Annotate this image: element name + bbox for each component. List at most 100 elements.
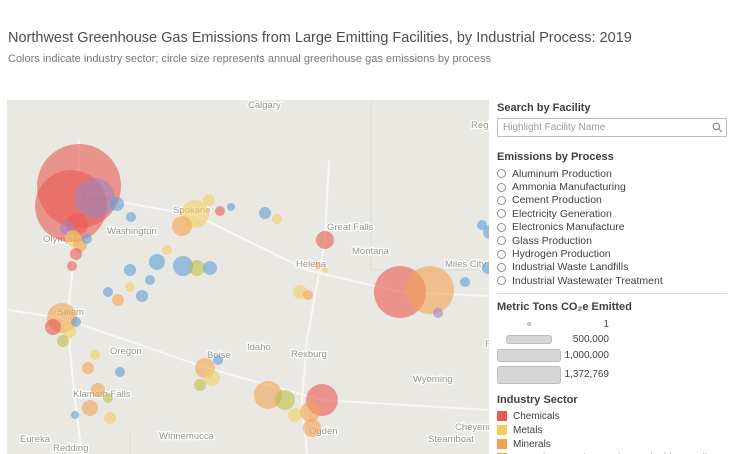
emission-bubble[interactable]	[460, 277, 470, 287]
emission-bubble[interactable]	[213, 355, 223, 365]
sector-legend-header: Industry Sector	[497, 393, 578, 406]
emission-bubble[interactable]	[112, 294, 124, 306]
sector-legend-label: Chemicals	[513, 410, 560, 422]
emission-bubble[interactable]	[433, 308, 443, 318]
emission-bubble[interactable]	[45, 319, 61, 335]
emission-bubble[interactable]	[303, 290, 313, 300]
emission-bubble[interactable]	[406, 266, 454, 314]
emission-bubble[interactable]	[103, 393, 113, 403]
size-legend: 1 500,000 1,000,000 1,372,769	[497, 319, 727, 384]
map-label: Oregon	[110, 346, 142, 357]
emission-bubble[interactable]	[162, 245, 172, 255]
emission-bubble[interactable]	[316, 231, 334, 249]
radio-icon	[497, 169, 506, 179]
size-legend-row: 1	[497, 319, 727, 330]
emission-bubble[interactable]	[126, 212, 136, 222]
emission-bubble[interactable]	[115, 367, 125, 377]
emission-bubble[interactable]	[136, 290, 148, 302]
sector-legend-item-metals[interactable]: Metals	[497, 425, 727, 436]
size-legend-value: 1,000,000	[564, 349, 610, 361]
emission-bubble[interactable]	[477, 220, 487, 230]
emission-bubble[interactable]	[91, 383, 105, 397]
emission-bubble[interactable]	[71, 411, 79, 419]
emission-bubble[interactable]	[104, 412, 116, 424]
map-label: Redding	[53, 443, 88, 454]
map-label: Eureka	[20, 434, 51, 445]
process-option-aluminum-production[interactable]: Aluminum Production	[497, 167, 727, 180]
emission-bubble[interactable]	[125, 282, 135, 292]
size-legend-shape	[527, 322, 531, 327]
map-label: Wyoming	[413, 374, 453, 385]
map-label: Washington	[107, 226, 157, 237]
emission-bubble[interactable]	[82, 400, 98, 416]
process-option-industrial-wastewater-treatment[interactable]: Industrial Wastewater Treatment	[497, 274, 727, 287]
size-legend-header: Metric Tons CO₂e Emitted	[497, 300, 632, 313]
process-option-glass-production[interactable]: Glass Production	[497, 234, 727, 247]
emission-bubble[interactable]	[149, 254, 165, 270]
emission-bubble[interactable]	[172, 216, 192, 236]
emission-bubble[interactable]	[90, 350, 100, 360]
emission-bubble[interactable]	[124, 264, 136, 276]
emission-bubble[interactable]	[194, 379, 206, 391]
map-canvas[interactable]: CalgaryReginaSeattleSpokaneWashingtonOly…	[7, 100, 489, 454]
emission-bubble[interactable]	[145, 275, 155, 285]
process-option-label: Hydrogen Production	[512, 248, 611, 261]
process-option-label: Industrial Wastewater Treatment	[512, 274, 663, 287]
map-label: Cheyenne	[455, 422, 489, 433]
process-option-label: Aluminum Production	[512, 167, 612, 180]
emission-bubble[interactable]	[62, 324, 76, 338]
sector-legend: Chemicals Metals Minerals Natural Gas and N…	[497, 411, 727, 454]
emission-bubble[interactable]	[103, 287, 113, 297]
emission-bubble[interactable]	[259, 207, 271, 219]
emission-bubble[interactable]	[254, 381, 282, 409]
map-label: Regina	[471, 120, 489, 131]
emission-bubble[interactable]	[173, 256, 193, 276]
process-option-electronics-manufacture[interactable]: Electronics Manufacture	[497, 221, 727, 234]
process-option-cement-production[interactable]: Cement Production	[497, 194, 727, 207]
map-label: Idaho	[247, 342, 271, 353]
emission-bubble[interactable]	[482, 262, 489, 274]
radio-icon	[497, 236, 506, 246]
emission-bubble[interactable]	[82, 362, 94, 374]
radio-icon	[497, 276, 506, 286]
process-option-label: Industrial Waste Landfills	[512, 261, 629, 274]
emission-bubble[interactable]	[70, 248, 82, 260]
process-option-ammonia-manufacturing[interactable]: Ammonia Manufacturing	[497, 180, 727, 193]
bubble-map: CalgaryReginaSeattleSpokaneWashingtonOly…	[7, 100, 489, 454]
emission-bubble[interactable]	[204, 370, 220, 386]
radio-icon	[497, 222, 506, 232]
emission-bubble[interactable]	[272, 214, 282, 224]
page-subtitle: Colors indicate industry sector; circle …	[8, 53, 492, 65]
emission-bubble[interactable]	[75, 178, 115, 218]
emission-bubble[interactable]	[322, 267, 328, 273]
process-option-label: Cement Production	[512, 194, 602, 207]
process-option-hydrogen-production[interactable]: Hydrogen Production	[497, 247, 727, 260]
emission-bubble[interactable]	[315, 263, 321, 269]
sector-color-swatch	[497, 425, 507, 436]
emission-bubble[interactable]	[67, 261, 77, 271]
emission-bubble[interactable]	[300, 402, 320, 422]
process-filter-list: Aluminum Production Ammonia Manufacturing…	[497, 167, 727, 294]
size-legend-shape	[506, 334, 552, 344]
emission-bubble[interactable]	[215, 206, 225, 216]
emission-bubble[interactable]	[82, 234, 92, 244]
process-option-electricity-generation[interactable]: Electricity Generation	[497, 207, 727, 220]
process-option-industrial-waste-landfills[interactable]: Industrial Waste Landfills	[497, 261, 727, 274]
sector-legend-item-minerals[interactable]: Minerals	[497, 439, 727, 450]
map-label: Montana	[352, 246, 390, 257]
emission-bubble[interactable]	[71, 317, 81, 327]
emission-bubble[interactable]	[189, 260, 205, 276]
sector-color-swatch	[497, 439, 507, 450]
emission-bubble[interactable]	[110, 197, 124, 211]
emission-bubble[interactable]	[227, 203, 235, 211]
search-icon	[712, 122, 723, 133]
emission-bubble[interactable]	[275, 390, 295, 410]
search-input[interactable]	[497, 118, 727, 137]
emission-bubble[interactable]	[57, 335, 69, 347]
sector-legend-item-chemicals[interactable]: Chemicals	[497, 411, 727, 422]
emission-bubble[interactable]	[288, 408, 302, 422]
emission-bubble[interactable]	[203, 194, 215, 206]
size-legend-value: 1	[603, 318, 609, 330]
emission-bubble[interactable]	[203, 261, 217, 275]
emission-bubble[interactable]	[303, 419, 321, 437]
